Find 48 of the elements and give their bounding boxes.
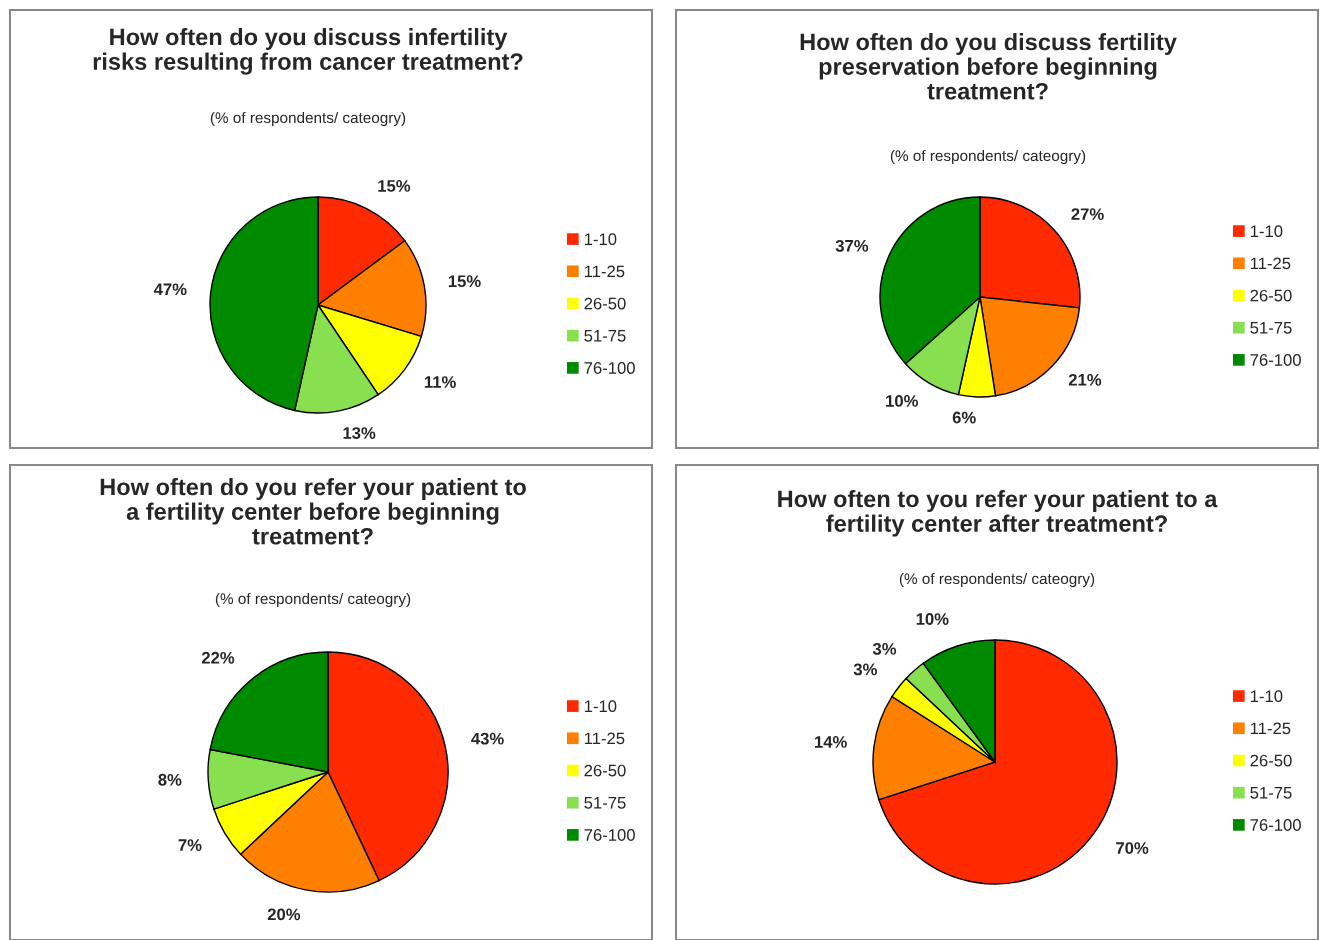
data-label: 14% (815, 736, 847, 748)
data-label: 27% (1071, 208, 1104, 220)
chart-title: How often do you discuss fertility preservation before beginning treatment? (800, 33, 1177, 100)
legend-label: 1-10 (584, 700, 617, 713)
legend-label: 11-25 (1250, 722, 1291, 735)
legend-label: 11-25 (584, 265, 625, 278)
data-label: 6% (952, 411, 976, 424)
data-label: 43% (471, 732, 504, 745)
data-label: 3% (853, 663, 877, 676)
data-label: 47% (153, 283, 187, 296)
chart-title: How often to you refer your patient to a fertility center after treatment? (778, 490, 1218, 537)
legend-label: 51-75 (1250, 322, 1292, 334)
data-label: 15% (378, 180, 411, 192)
data-label: 70% (1116, 842, 1149, 854)
legend-label: 26-50 (584, 297, 626, 310)
legend-label: 76-100 (1250, 819, 1301, 831)
legend-label: 51-75 (584, 330, 626, 342)
chart-title: How often do you discuss infertility risks resulting from cancer treatment? (93, 28, 523, 75)
legend-label: 1-10 (1250, 690, 1283, 703)
data-label: 10% (916, 613, 949, 625)
data-label: 8% (158, 773, 182, 786)
data-label: 10% (886, 395, 919, 407)
legend-label: 76-100 (1250, 354, 1301, 366)
legend-label: 11-25 (584, 732, 625, 745)
chart-subtitle: (% of respondents/ cateogry) (210, 111, 406, 127)
legend-label: 76-100 (584, 829, 635, 841)
legend-label: 76-100 (584, 362, 635, 374)
legend-label: 51-75 (1250, 787, 1292, 799)
legend-label: 51-75 (584, 797, 626, 809)
data-label: 37% (835, 239, 869, 252)
data-label: 15% (448, 275, 481, 288)
data-label: 22% (201, 651, 235, 664)
legend-label: 26-50 (1250, 754, 1292, 767)
data-label: 3% (872, 643, 897, 655)
data-label: 21% (1068, 373, 1102, 386)
data-label: 13% (343, 427, 376, 439)
data-label: 7% (178, 839, 202, 851)
legend-label: 11-25 (1250, 257, 1291, 270)
legend-label: 1-10 (584, 233, 617, 246)
chart-subtitle: (% of respondents/ cateogry) (899, 572, 1095, 588)
legend-label: 26-50 (584, 764, 626, 777)
data-label: 11% (424, 376, 456, 388)
chart-subtitle: (% of respondents/ cateogry) (215, 592, 411, 608)
chart-title: How often do you refer your patient to a fertility center before beginning treatment? (100, 478, 526, 545)
chart-subtitle: (% of respondents/ cateogry) (890, 149, 1086, 165)
legend-label: 26-50 (1250, 289, 1292, 302)
legend-label: 1-10 (1250, 225, 1283, 238)
data-label: 20% (267, 908, 301, 921)
